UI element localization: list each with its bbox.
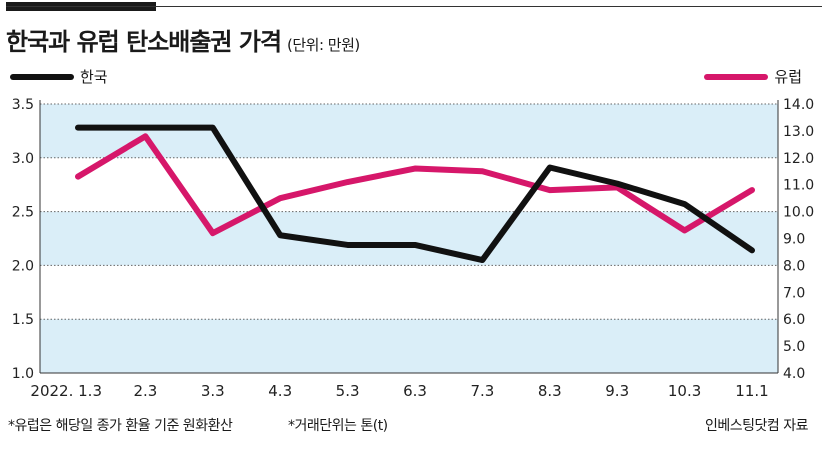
x-tick-label: 3.3: [201, 382, 225, 400]
x-tick-label: 9.3: [605, 382, 629, 400]
y-right-tick-label: 13.0: [783, 124, 814, 140]
y-right-tick-label: 14.0: [783, 97, 814, 113]
y-left-tick-label: 3.0: [12, 151, 34, 167]
legend-label-korea: 한국: [80, 68, 108, 86]
title-block: 한국과 유럽 탄소배출권 가격 (단위: 만원): [6, 22, 360, 57]
source-credit: 인베스팅닷컴 자료: [705, 418, 809, 434]
footnote-unit: *거래단위는 톤(t): [288, 418, 388, 434]
y-right-tick-label: 7.0: [783, 285, 805, 301]
y-right-tick-label: 10.0: [783, 205, 814, 221]
x-tick-label: 4.3: [268, 382, 292, 400]
chart-title: 한국과 유럽 탄소배출권 가격: [6, 28, 282, 56]
unit-label: (단위: 만원): [287, 36, 360, 54]
x-tick-label: 6.3: [403, 382, 427, 400]
header-rule: [6, 6, 822, 7]
y-right-tick-label: 8.0: [783, 258, 805, 274]
y-right-tick-label: 6.0: [783, 312, 805, 328]
legend-label-europe: 유럽: [774, 68, 802, 86]
series-line-europe: [75, 133, 755, 237]
footnote-exchange: *유럽은 해당일 종가 환율 기준 원화환산: [8, 418, 233, 434]
x-tick-label: 10.3: [668, 382, 701, 400]
x-tick-label: 2.3: [133, 382, 157, 400]
x-tick-label: 7.3: [470, 382, 494, 400]
legend-swatch-europe: [704, 73, 769, 80]
y-left-tick-label: 2.0: [12, 258, 34, 274]
y-left-tick-label: 1.0: [12, 366, 34, 382]
x-tick-label: 8.3: [538, 382, 562, 400]
y-left-tick-label: 2.5: [12, 205, 34, 221]
legend-europe: 유럽: [704, 66, 802, 87]
band-3.0-3.5: [40, 104, 778, 158]
y-left-tick-label: 1.5: [12, 312, 34, 328]
band-1.0-1.5: [40, 319, 778, 373]
x-tick-label: 2022. 1.3: [30, 382, 102, 400]
y-left-tick-label: 3.5: [12, 97, 34, 113]
band-2.0-2.5: [40, 211, 778, 266]
legend-swatch-korea: [10, 73, 74, 80]
y-right-tick-label: 4.0: [783, 366, 805, 382]
x-tick-label: 11.1: [735, 382, 768, 400]
y-right-tick-label: 9.0: [783, 232, 805, 248]
y-right-tick-label: 12.0: [783, 151, 814, 167]
series-line-korea: [75, 124, 755, 264]
legend-korea: 한국: [10, 66, 108, 87]
y-right-tick-label: 11.0: [783, 178, 814, 194]
y-right-tick-label: 5.0: [783, 339, 805, 355]
x-tick-label: 5.3: [336, 382, 360, 400]
